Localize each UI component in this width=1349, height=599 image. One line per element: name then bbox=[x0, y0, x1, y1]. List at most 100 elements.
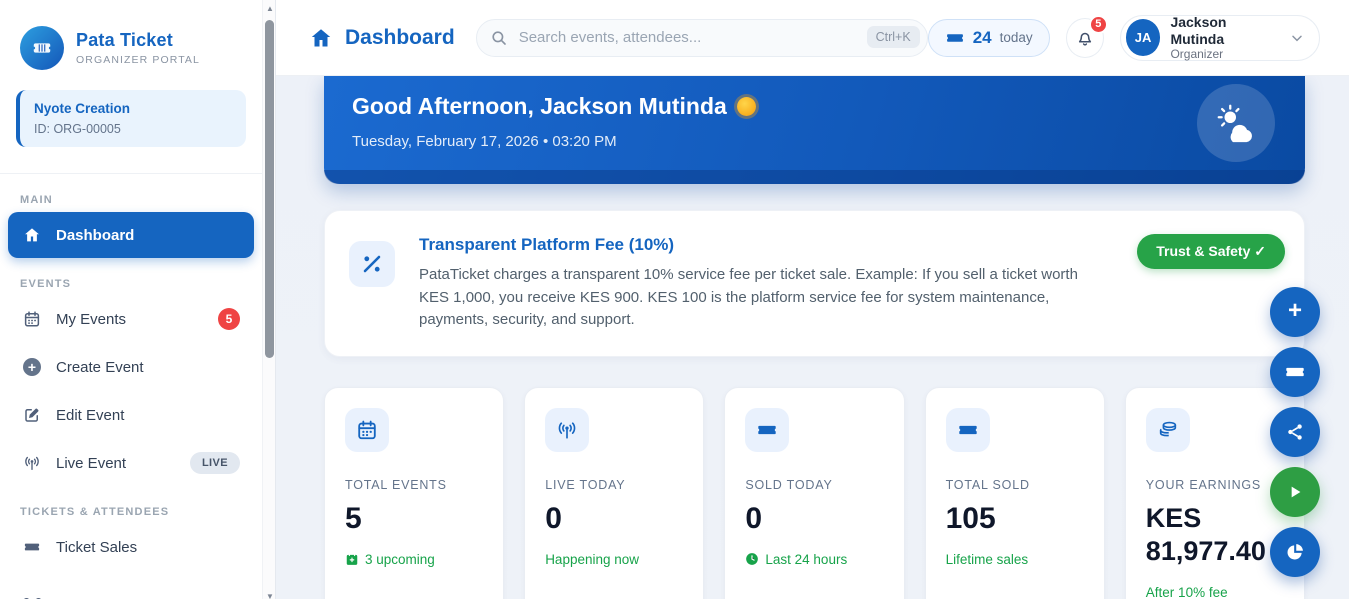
stat-value: 5 bbox=[345, 501, 362, 535]
live-tag: LIVE bbox=[189, 452, 240, 474]
sidebar-item-label: Dashboard bbox=[56, 226, 135, 244]
sidebar-item-label: Create Event bbox=[56, 358, 144, 376]
stat-card-total-sold: TOTAL SOLD 105 Lifetime sales bbox=[924, 386, 1105, 599]
avatar: JA bbox=[1125, 19, 1161, 56]
plus-circle-icon: + bbox=[22, 358, 42, 376]
sidebar-item-ticket-sales[interactable]: Ticket Sales bbox=[8, 524, 254, 570]
fab-share-button[interactable] bbox=[1270, 407, 1320, 457]
home-icon bbox=[309, 26, 333, 50]
edit-icon bbox=[22, 406, 42, 424]
scroll-up-arrow[interactable]: ▲ bbox=[266, 4, 274, 13]
greeting-banner: Good Afternoon, Jackson Mutinda Tuesday,… bbox=[324, 76, 1305, 184]
stat-footnote: 3 upcoming bbox=[365, 551, 435, 567]
top-bar: Dashboard Ctrl+K 24 today bbox=[276, 0, 1349, 76]
stat-card-total-events: TOTAL EVENTS 5 3 upcoming bbox=[324, 386, 505, 599]
search-box: Ctrl+K bbox=[475, 18, 928, 57]
fab-tickets-button[interactable] bbox=[1270, 347, 1320, 397]
keyboard-shortcut-chip: Ctrl+K bbox=[866, 25, 920, 48]
user-menu[interactable]: JA Jackson Mutinda Organizer bbox=[1119, 13, 1320, 62]
play-icon bbox=[1285, 482, 1305, 502]
stat-label: TOTAL EVENTS bbox=[345, 477, 447, 492]
share-icon bbox=[1285, 422, 1305, 442]
stat-footnote: Happening now bbox=[545, 551, 640, 567]
sidebar-item-label: Live Event bbox=[56, 454, 127, 472]
brand: Pata Ticket ORGANIZER PORTAL bbox=[0, 0, 262, 70]
stats-row: TOTAL EVENTS 5 3 upcoming LIVE TODAY 0 bbox=[324, 386, 1305, 599]
stat-label: SOLD TODAY bbox=[745, 477, 833, 492]
stat-label: YOUR EARNINGS bbox=[1145, 477, 1262, 492]
tickets-today-chip[interactable]: 24 today bbox=[927, 18, 1050, 57]
sidebar-item-create-event[interactable]: + Create Event bbox=[8, 344, 254, 390]
sun-icon bbox=[736, 97, 756, 116]
user-name: Jackson Mutinda bbox=[1170, 13, 1227, 47]
fab-add-button[interactable]: + bbox=[1270, 287, 1320, 337]
stat-label: TOTAL SOLD bbox=[945, 477, 1030, 492]
stat-value: 105 bbox=[945, 501, 996, 535]
calendar-icon bbox=[22, 310, 42, 328]
calendar-plus-icon bbox=[345, 552, 359, 566]
today-label: today bbox=[999, 30, 1033, 45]
fab-play-button[interactable] bbox=[1270, 467, 1320, 517]
broadcast-icon bbox=[22, 454, 42, 472]
home-icon bbox=[22, 226, 42, 244]
scrollbar-thumb[interactable] bbox=[265, 20, 274, 358]
stat-footnote: After 10% fee bbox=[1145, 585, 1228, 599]
sidebar-item-edit-event[interactable]: Edit Event bbox=[8, 392, 254, 438]
stat-footnote: Lifetime sales bbox=[945, 551, 1029, 567]
my-events-badge: 5 bbox=[218, 308, 240, 330]
pata-ticket-logo-icon bbox=[20, 26, 64, 70]
sidebar-item-my-events[interactable]: My Events 5 bbox=[8, 296, 254, 342]
ticket-icon bbox=[945, 28, 965, 48]
fee-title: Transparent Platform Fee (10%) bbox=[419, 235, 675, 254]
brand-name: Pata Ticket bbox=[76, 30, 173, 50]
sidebar-item-label: Ticket Sales bbox=[56, 538, 138, 556]
search-input[interactable] bbox=[475, 18, 928, 57]
percent-icon bbox=[349, 241, 395, 287]
sidebar: Pata Ticket ORGANIZER PORTAL Nyote Creat… bbox=[0, 0, 262, 599]
notifications-button[interactable]: 5 bbox=[1065, 14, 1108, 58]
sidebar-item-label: Edit Event bbox=[56, 406, 125, 424]
bell-icon bbox=[1075, 28, 1095, 48]
search-icon bbox=[490, 29, 508, 47]
plus-icon: + bbox=[1287, 297, 1302, 324]
notification-badge: 5 bbox=[1088, 14, 1108, 34]
stat-value: KES 81,977.40 bbox=[1145, 502, 1266, 567]
platform-fee-card: Transparent Platform Fee (10%) PataTicke… bbox=[324, 210, 1305, 357]
coins-icon bbox=[1145, 407, 1190, 452]
stat-label: LIVE TODAY bbox=[545, 477, 626, 492]
ticket-icon bbox=[22, 538, 42, 556]
stat-footnote: Last 24 hours bbox=[765, 551, 848, 567]
ticket-icon bbox=[1284, 361, 1306, 383]
fab-analytics-button[interactable] bbox=[1270, 527, 1320, 577]
section-label-events: EVENTS bbox=[20, 278, 72, 290]
main-content: Good Afternoon, Jackson Mutinda Tuesday,… bbox=[276, 76, 1349, 599]
stat-value: 0 bbox=[545, 501, 562, 535]
page-title: Dashboard bbox=[345, 25, 455, 49]
fee-description: PataTicket charges a transparent 10% ser… bbox=[419, 266, 1078, 328]
clock-icon bbox=[745, 552, 759, 566]
calendar-icon bbox=[345, 407, 389, 452]
stat-card-sold-today: SOLD TODAY 0 Last 24 hours bbox=[724, 386, 905, 599]
trust-safety-badge[interactable]: Trust & Safety ✓ bbox=[1137, 234, 1285, 269]
scroll-down-arrow[interactable]: ▼ bbox=[266, 592, 274, 599]
section-label-main: MAIN bbox=[20, 194, 53, 206]
sidebar-item-dashboard[interactable]: Dashboard bbox=[8, 212, 254, 258]
stat-card-live-today: LIVE TODAY 0 Happening now bbox=[524, 386, 705, 599]
banner-datetime: Tuesday, February 17, 2026 • 03:20 PM bbox=[352, 133, 617, 150]
stat-value: 0 bbox=[745, 501, 763, 535]
sidebar-scrollbar[interactable]: ▲ ▼ bbox=[262, 0, 276, 599]
sidebar-item-attendees-partial[interactable] bbox=[8, 578, 254, 599]
chevron-down-icon bbox=[1289, 30, 1305, 46]
broadcast-icon bbox=[545, 407, 590, 452]
user-role: Organizer bbox=[1170, 47, 1224, 62]
sidebar-item-live-event[interactable]: Live Event LIVE bbox=[8, 440, 254, 486]
sidebar-item-label: My Events bbox=[56, 310, 127, 328]
greeting-text: Good Afternoon, Jackson Mutinda bbox=[352, 93, 727, 119]
organizer-name: Nyote Creation bbox=[34, 101, 131, 116]
weather-icon bbox=[1197, 84, 1275, 162]
organizer-card[interactable]: Nyote Creation ID: ORG-00005 bbox=[16, 90, 246, 147]
section-label-tickets: TICKETS & ATTENDEES bbox=[20, 506, 170, 518]
pie-chart-icon bbox=[1285, 542, 1305, 562]
brand-subtitle: ORGANIZER PORTAL bbox=[76, 54, 200, 66]
